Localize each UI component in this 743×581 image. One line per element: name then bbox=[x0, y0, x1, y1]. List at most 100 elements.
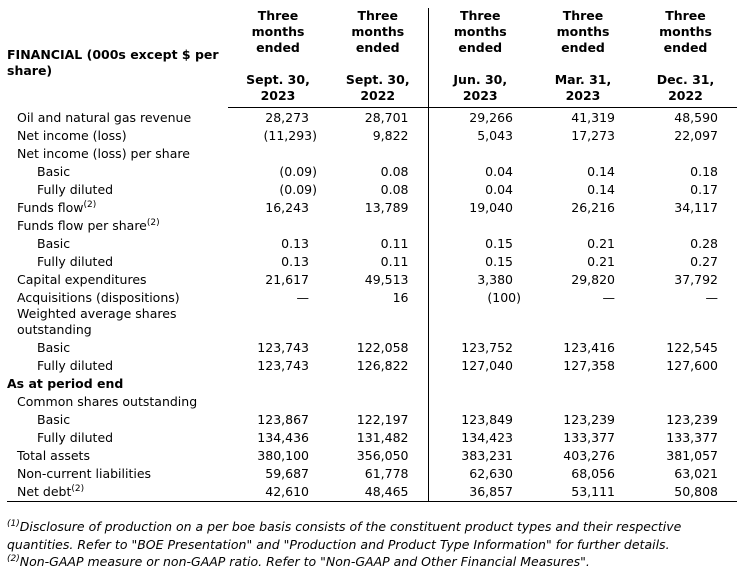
value: 48,590 bbox=[674, 110, 718, 125]
value: 0.18 bbox=[690, 164, 718, 179]
table-row: Fully diluted 134,436 131,482 134,423 133,37… bbox=[7, 428, 737, 446]
date: Sept. 30, 2023 bbox=[246, 72, 310, 103]
value: 123,743 bbox=[257, 358, 309, 373]
value: 123,867 bbox=[257, 412, 309, 427]
value: 17,273 bbox=[571, 128, 615, 143]
row-label: Fully diluted bbox=[37, 182, 114, 197]
table-row: Total assets 380,100 356,050 383,231 403,276… bbox=[7, 446, 737, 464]
table-row: Net income (loss) per share bbox=[7, 144, 737, 162]
value: 122,058 bbox=[356, 340, 409, 355]
row-label-cell: Oil and natural gas revenue bbox=[7, 108, 228, 127]
value: 28,273 bbox=[265, 110, 309, 125]
value: 123,416 bbox=[563, 340, 615, 355]
value: (100) bbox=[427, 288, 532, 306]
value: 50,808 bbox=[634, 482, 737, 502]
period: Three months ended bbox=[659, 8, 712, 55]
value: 122,197 bbox=[356, 412, 409, 427]
empty-cell bbox=[532, 216, 634, 234]
value: 48,465 bbox=[328, 482, 428, 502]
empty-cell bbox=[532, 392, 634, 410]
row-label-cell: Funds flow(2) bbox=[7, 198, 228, 216]
period-cell: Three months ended bbox=[634, 8, 737, 56]
row-label: Basic bbox=[37, 340, 71, 355]
date: Sept. 30, 2022 bbox=[345, 72, 410, 103]
value: 0.28 bbox=[690, 236, 718, 251]
value: 403,276 bbox=[563, 448, 615, 463]
empty-cell bbox=[532, 306, 634, 338]
empty-cell bbox=[228, 306, 328, 338]
value: 0.27 bbox=[690, 254, 718, 269]
row-label-cell: Net income (loss) per share bbox=[7, 144, 228, 162]
empty-cell bbox=[328, 392, 428, 410]
value: (11,293) bbox=[263, 128, 318, 143]
row-label: Basic bbox=[37, 164, 71, 179]
empty-cell bbox=[328, 216, 428, 234]
value: 0.17 bbox=[690, 182, 718, 197]
footnote-text: Disclosure of production on a per boe ba… bbox=[7, 519, 682, 552]
footnote-ref: (2) bbox=[146, 217, 160, 228]
row-label: Basic bbox=[37, 412, 71, 427]
table-body: Oil and natural gas revenue 28,273 28,701 2… bbox=[7, 107, 737, 502]
value: 127,358 bbox=[563, 358, 615, 373]
table-row: Funds flow per share(2) bbox=[7, 216, 737, 234]
empty-cell bbox=[328, 306, 428, 338]
row-label: Oil and natural gas revenue bbox=[17, 110, 192, 125]
period: Three months ended bbox=[556, 8, 610, 55]
row-label: Fully diluted bbox=[37, 430, 114, 445]
table-row: Basic 123,743 122,058 123,752 123,416 122,545 bbox=[7, 338, 737, 356]
value: 13,789 bbox=[364, 200, 409, 215]
header-label-cell: FINANCIAL (000s except $ per share) bbox=[7, 8, 228, 108]
value: 381,057 bbox=[666, 448, 718, 463]
table-row: Fully diluted 0.13 0.11 0.15 0.21 0.27 bbox=[7, 252, 737, 270]
value: 127,600 bbox=[666, 358, 718, 373]
value: 0.21 bbox=[587, 254, 615, 269]
empty-cell bbox=[634, 144, 737, 162]
row-label: Total assets bbox=[17, 448, 90, 463]
value: 22,097 bbox=[674, 128, 718, 143]
value: 0.15 bbox=[427, 234, 532, 252]
section-title: As at period end bbox=[7, 376, 124, 391]
value: 42,610 bbox=[228, 482, 328, 502]
row-label-cell: Net income (loss) bbox=[7, 126, 228, 144]
empty-cell bbox=[427, 144, 532, 162]
table-row: Weighted average shares outstanding bbox=[7, 306, 737, 338]
value: (0.09) bbox=[279, 164, 317, 179]
empty-cell bbox=[427, 216, 532, 234]
date: Mar. 31, 2023 bbox=[554, 72, 612, 103]
row-label: Net income (loss) bbox=[17, 128, 127, 143]
value: 0.04 bbox=[427, 180, 532, 198]
header-label: FINANCIAL (000s except $ per share) bbox=[7, 46, 219, 78]
value: — bbox=[705, 290, 719, 305]
value: 127,040 bbox=[427, 356, 532, 374]
row-label: Net debt bbox=[17, 484, 72, 499]
date-cell: Sept. 30, 2022 bbox=[328, 56, 428, 108]
value: 63,021 bbox=[674, 466, 718, 481]
header-row: FINANCIAL (000s except $ per share) Three… bbox=[7, 8, 737, 78]
value: 126,822 bbox=[356, 358, 409, 373]
row-label: Acquisitions (dispositions) bbox=[17, 290, 180, 305]
empty-cell bbox=[427, 374, 532, 392]
table-row: Basic (0.09) 0.08 0.04 0.14 0.18 bbox=[7, 162, 737, 180]
table-row: Oil and natural gas revenue 28,273 28,701 2… bbox=[7, 107, 737, 127]
value: 380,100 bbox=[257, 448, 309, 463]
value: 3,380 bbox=[427, 270, 532, 288]
row-label: Weighted average shares outstanding bbox=[17, 306, 177, 337]
row-label-cell: Net debt(2) bbox=[7, 482, 228, 502]
value: 16,243 bbox=[265, 200, 309, 215]
value: 133,377 bbox=[563, 430, 615, 445]
value: 131,482 bbox=[356, 430, 409, 445]
value: 123,752 bbox=[427, 338, 532, 356]
value: 0.08 bbox=[380, 182, 409, 197]
value: 62,630 bbox=[427, 464, 532, 482]
table-row: Capital expenditures 21,617 49,513 3,380 29,… bbox=[7, 270, 737, 288]
value: 0.11 bbox=[380, 236, 409, 251]
value: — bbox=[296, 290, 310, 305]
empty-cell bbox=[532, 144, 634, 162]
row-label-cell: Acquisitions (dispositions) bbox=[7, 288, 228, 306]
value: 29,820 bbox=[571, 272, 615, 287]
value: 356,050 bbox=[356, 448, 409, 463]
value: 61,778 bbox=[364, 466, 409, 481]
value: 53,111 bbox=[532, 482, 634, 502]
